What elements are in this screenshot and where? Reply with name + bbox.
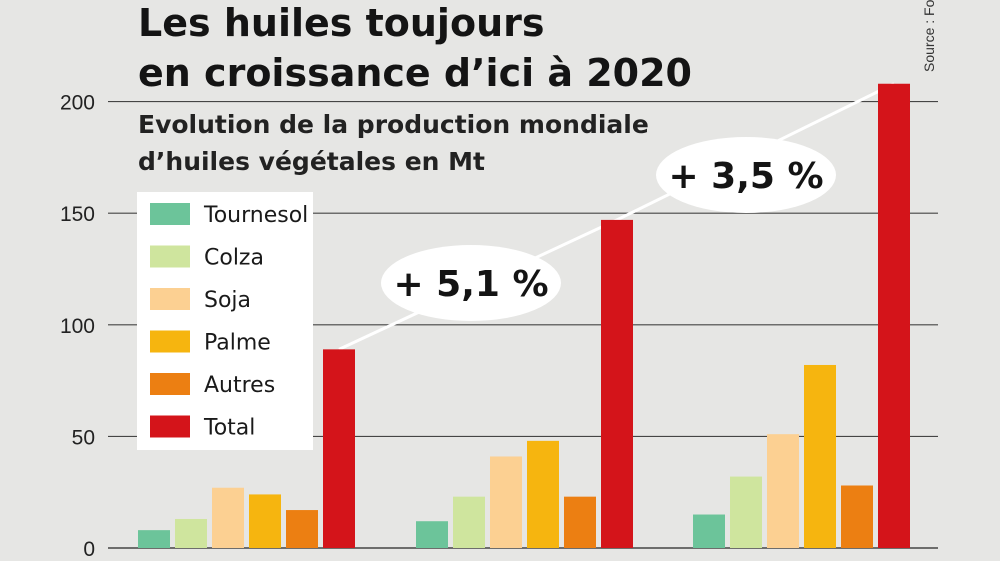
growth-bubble bbox=[381, 245, 561, 321]
legend-swatch bbox=[150, 245, 190, 268]
legend-label: Soja bbox=[204, 288, 251, 313]
legend-swatch bbox=[150, 373, 190, 395]
bar-autres bbox=[841, 485, 873, 548]
legend-swatch bbox=[150, 288, 190, 310]
subtitle-line-1: Evolution de la production mondiale bbox=[138, 110, 649, 139]
source-note: Source : Fo bbox=[921, 0, 937, 72]
legend-label: Total bbox=[203, 416, 255, 441]
bar-colza bbox=[175, 518, 207, 548]
bar-palme bbox=[804, 364, 836, 548]
bar-autres bbox=[564, 496, 596, 548]
bar-palme bbox=[249, 494, 281, 548]
growth-bubble bbox=[656, 137, 836, 213]
bar-total bbox=[601, 219, 633, 548]
bar-soja bbox=[767, 434, 799, 548]
growth-annotations: + 5,1 % + 3,5 % bbox=[381, 137, 836, 321]
y-tick-label: 0 bbox=[83, 538, 95, 561]
y-tick-label: 200 bbox=[60, 92, 95, 115]
title-line-2: en croissance d’ici à 2020 bbox=[138, 51, 692, 95]
y-tick-label: 100 bbox=[60, 315, 95, 338]
bar-soja bbox=[212, 487, 244, 548]
bar-autres bbox=[286, 510, 318, 548]
legend-label: Tournesol bbox=[203, 203, 308, 228]
bars-layer bbox=[138, 83, 910, 548]
legend-swatch bbox=[150, 415, 190, 438]
growth-label: + 5,1 % bbox=[393, 264, 548, 305]
y-tick-labels: 250 200 150 100 50 0 bbox=[60, 0, 95, 561]
y-tick-label: 150 bbox=[60, 203, 95, 226]
legend-label: Colza bbox=[204, 246, 264, 271]
bar-soja bbox=[490, 456, 522, 548]
bar-colza bbox=[730, 476, 762, 548]
chart-subtitle: Evolution de la production mondiale d’hu… bbox=[138, 110, 649, 176]
growth-label: + 3,5 % bbox=[668, 156, 823, 197]
bar-total bbox=[878, 83, 910, 548]
legend-swatch bbox=[150, 330, 190, 353]
legend-box bbox=[137, 192, 313, 450]
bar-tournesol bbox=[693, 514, 725, 548]
bar-total bbox=[323, 349, 355, 548]
legend-label: Palme bbox=[204, 331, 271, 356]
subtitle-line-2: d’huiles végétales en Mt bbox=[138, 147, 485, 176]
y-tick-label: 50 bbox=[72, 426, 95, 449]
legend: Tournesol Colza Soja Palme Autres Total bbox=[137, 192, 313, 450]
bar-colza bbox=[453, 496, 485, 548]
bar-tournesol bbox=[416, 521, 448, 548]
bar-tournesol bbox=[138, 530, 170, 548]
title-line-1: Les huiles toujours bbox=[138, 1, 544, 45]
bar-palme bbox=[527, 440, 559, 548]
chart-title: Les huiles toujours en croissance d’ici … bbox=[138, 1, 692, 95]
y-tick-label: 250 bbox=[60, 0, 95, 3]
legend-swatch bbox=[150, 203, 190, 225]
legend-label: Autres bbox=[204, 373, 275, 398]
